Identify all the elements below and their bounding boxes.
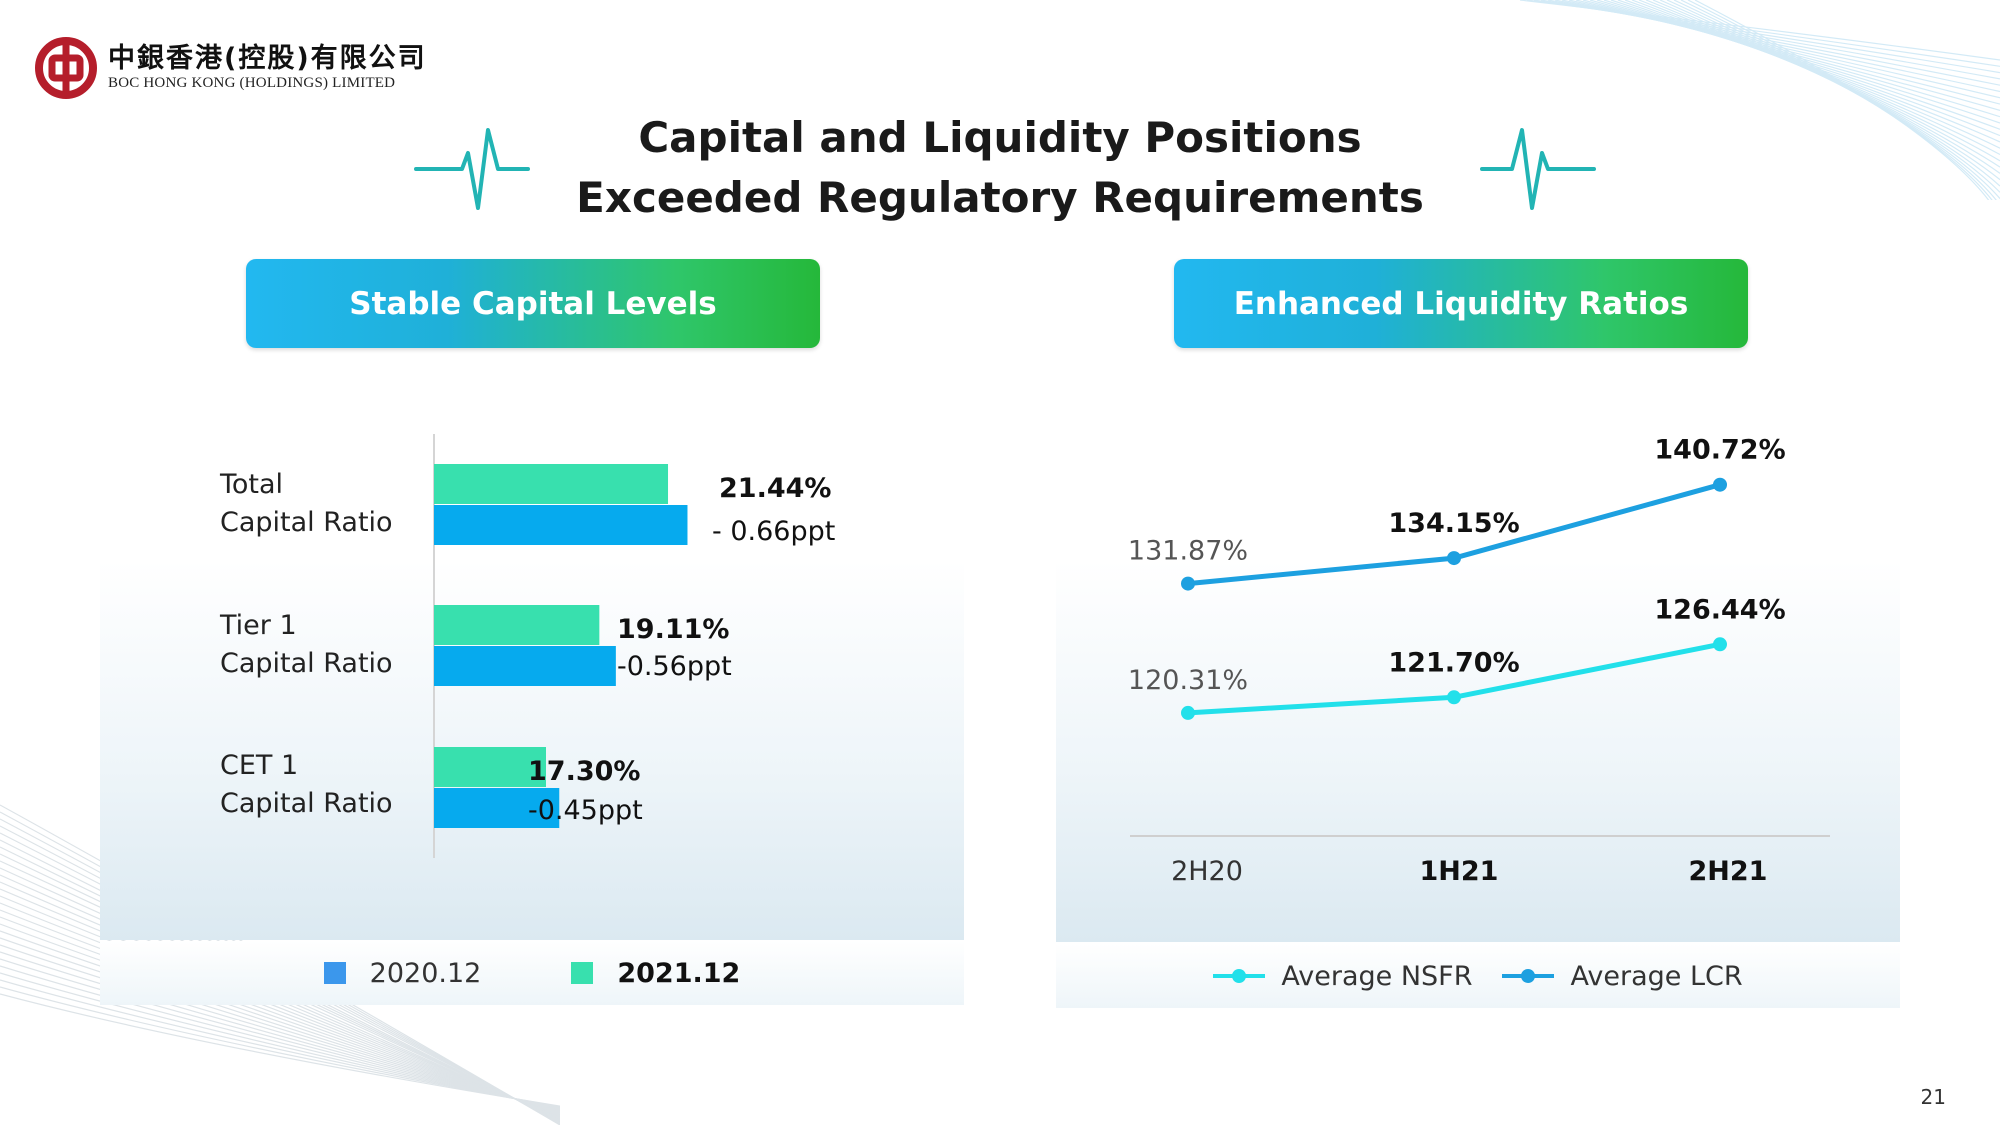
title-line-2: Exceeded Regulatory Requirements — [576, 173, 1424, 222]
data-label: 126.44% — [1654, 594, 1785, 625]
legend-line-swatch — [1213, 969, 1266, 983]
category-label-line: Capital Ratio — [220, 648, 393, 679]
bar-change-label: - 0.66ppt — [712, 516, 836, 547]
bar-value-label: 19.11% — [617, 614, 730, 645]
data-point — [1181, 705, 1195, 720]
heartbeat-icon — [1480, 128, 1596, 210]
liquidity-chart-panel — [1056, 560, 1900, 942]
bar-cet1-2021 — [434, 747, 546, 787]
legend-label: Average NSFR — [1281, 960, 1473, 992]
bar-cet1-2020 — [434, 788, 560, 828]
page-number: 21 — [1920, 1085, 1946, 1109]
heartbeat-icon — [414, 128, 530, 210]
logo-english-name: BOC HONG KONG (HOLDINGS) LIMITED — [108, 75, 396, 91]
x-tick-label: 2H20 — [1171, 856, 1243, 887]
category-label-line: Total — [220, 469, 284, 500]
banner-label: Stable Capital Levels — [349, 285, 717, 322]
banner-label: Enhanced Liquidity Ratios — [1233, 285, 1689, 322]
legend-swatch — [323, 962, 346, 984]
category-label-line: Tier 1 — [220, 610, 297, 641]
category-label-line: Capital Ratio — [220, 507, 393, 538]
legend-line-swatch — [1502, 969, 1555, 983]
category-label-tier-1-capital-ratio: Tier 1 Capital Ratio — [220, 607, 393, 683]
x-tick-label: 1H21 — [1420, 856, 1499, 887]
category-label-cet-1-capital-ratio: CET 1 Capital Ratio — [220, 747, 393, 823]
category-label-line: Capital Ratio — [220, 788, 393, 819]
banner-enhanced-liquidity-ratios: Enhanced Liquidity Ratios — [1174, 259, 1748, 348]
bar-total-2020 — [434, 505, 688, 545]
bar-change-label: -0.45ppt — [528, 795, 643, 826]
boc-logo-icon — [35, 37, 97, 99]
data-label: 140.72% — [1654, 435, 1785, 466]
legend-label: 2021.12 — [617, 957, 741, 989]
category-label-line: CET 1 — [220, 750, 299, 781]
data-label: 120.31% — [1128, 665, 1248, 696]
logo-chinese-name: 中銀香港(控股)有限公司 — [108, 43, 427, 74]
legend-item-lcr: Average LCR — [1502, 960, 1743, 992]
data-point — [1181, 576, 1195, 591]
page-title: Capital and Liquidity Positions Exceeded… — [560, 108, 1440, 228]
legend-label: 2020.12 — [369, 957, 482, 989]
data-label: 134.15% — [1388, 508, 1519, 539]
data-label: 131.87% — [1128, 536, 1248, 567]
capital-chart-legend: 2020.12 2021.12 — [100, 941, 964, 1005]
legend-item-2020: 2020.12 — [323, 957, 482, 989]
legend-swatch — [571, 962, 594, 984]
liquidity-chart-legend: Average NSFR Average LCR — [1056, 944, 1900, 1008]
banner-stable-capital-levels: Stable Capital Levels — [246, 259, 820, 348]
data-point — [1713, 637, 1727, 652]
legend-label: Average LCR — [1570, 960, 1743, 992]
legend-item-2021: 2021.12 — [571, 958, 740, 989]
bar-value-label: 21.44% — [719, 473, 832, 504]
data-point — [1447, 551, 1461, 566]
bar-total-2021 — [434, 464, 669, 504]
bar-change-label: -0.56ppt — [617, 651, 732, 682]
bar-value-label: 17.30% — [528, 756, 641, 787]
bar-tier1-2021 — [434, 605, 600, 645]
data-point — [1713, 477, 1727, 492]
bar-tier1-2020 — [434, 646, 616, 686]
title-line-1: Capital and Liquidity Positions — [638, 113, 1362, 162]
company-logo: 中銀香港(控股)有限公司 BOC HONG KONG (HOLDINGS) LI… — [34, 36, 427, 100]
x-tick-label: 2H21 — [1689, 856, 1768, 887]
data-label: 121.70% — [1388, 647, 1519, 678]
data-point — [1447, 690, 1461, 705]
category-label-total-capital-ratio: Total Capital Ratio — [220, 466, 393, 542]
legend-item-nsfr: Average NSFR — [1213, 961, 1472, 992]
